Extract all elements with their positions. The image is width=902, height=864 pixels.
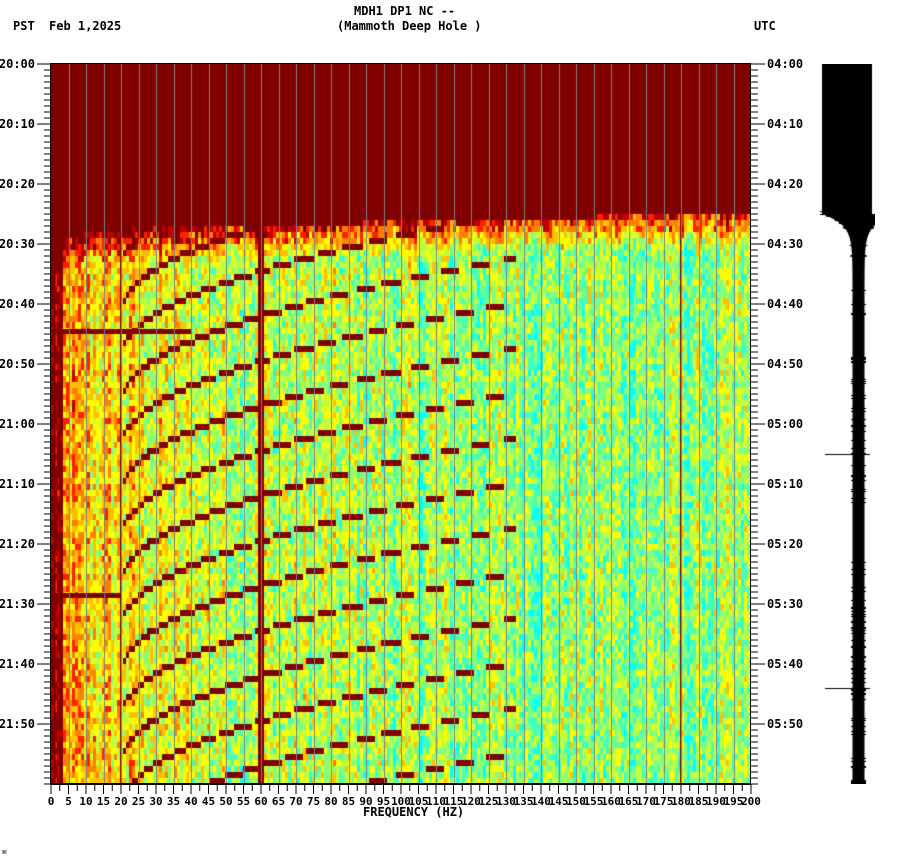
y-tick-right: 05:00 <box>767 417 803 431</box>
x-tick-label: 35 <box>167 795 180 808</box>
x-tick-label: 125 <box>479 795 499 808</box>
x-tick-label: 55 <box>237 795 250 808</box>
x-tick-label: 65 <box>272 795 285 808</box>
x-tick-label: 0 <box>48 795 55 808</box>
x-tick-label: 70 <box>289 795 302 808</box>
x-tick-label: 85 <box>342 795 355 808</box>
x-tick-label: 135 <box>514 795 534 808</box>
x-tick-label: 80 <box>324 795 337 808</box>
y-tick-right: 04:30 <box>767 237 803 251</box>
right-timezone-label: UTC <box>754 19 776 33</box>
y-tick-right: 04:20 <box>767 177 803 191</box>
y-tick-left: 20:10 <box>0 117 35 131</box>
y-tick-left: 21:50 <box>0 717 35 731</box>
x-tick-label: 140 <box>531 795 551 808</box>
x-tick-label: 25 <box>132 795 145 808</box>
x-tick-label: 15 <box>97 795 110 808</box>
y-tick-left: 20:00 <box>0 57 35 71</box>
x-tick-label: 155 <box>584 795 604 808</box>
y-tick-right: 04:10 <box>767 117 803 131</box>
x-tick-label: 150 <box>566 795 586 808</box>
x-tick-label: 110 <box>426 795 446 808</box>
x-tick-label: 10 <box>79 795 92 808</box>
x-tick-label: 5 <box>65 795 72 808</box>
x-axis-label: FREQUENCY (HZ) <box>363 805 465 819</box>
y-tick-right: 05:50 <box>767 717 803 731</box>
y-tick-right: 05:30 <box>767 597 803 611</box>
x-tick-label: 195 <box>724 795 744 808</box>
x-tick-label: 190 <box>706 795 726 808</box>
x-tick-label: 40 <box>184 795 197 808</box>
x-tick-label: 50 <box>219 795 232 808</box>
x-tick-label: 185 <box>689 795 709 808</box>
corner-mark: ⌘ <box>2 848 7 857</box>
x-tick-label: 60 <box>254 795 267 808</box>
y-tick-left: 21:20 <box>0 537 35 551</box>
y-tick-left: 21:10 <box>0 477 35 491</box>
y-tick-right: 04:00 <box>767 57 803 71</box>
y-tick-right: 04:40 <box>767 297 803 311</box>
x-tick-label: 130 <box>496 795 516 808</box>
y-tick-left: 20:20 <box>0 177 35 191</box>
station-title: MDH1 DP1 NC -- <box>354 4 456 18</box>
y-tick-left: 21:30 <box>0 597 35 611</box>
x-tick-label: 160 <box>601 795 621 808</box>
seismogram-trace <box>815 64 875 784</box>
x-tick-label: 115 <box>444 795 464 808</box>
x-tick-label: 105 <box>409 795 429 808</box>
y-tick-left: 21:00 <box>0 417 35 431</box>
y-tick-right: 05:20 <box>767 537 803 551</box>
x-tick-label: 165 <box>619 795 639 808</box>
x-tick-label: 20 <box>114 795 127 808</box>
y-tick-right: 05:40 <box>767 657 803 671</box>
y-tick-right: 05:10 <box>767 477 803 491</box>
x-tick-label: 200 <box>741 795 761 808</box>
y-tick-right: 04:50 <box>767 357 803 371</box>
x-tick-label: 75 <box>307 795 320 808</box>
date-label: Feb 1,2025 <box>49 19 122 33</box>
x-tick-label: 170 <box>636 795 656 808</box>
x-tick-label: 120 <box>461 795 481 808</box>
spectrogram-plot <box>51 64 751 784</box>
x-tick-label: 90 <box>359 795 372 808</box>
x-tick-label: 45 <box>202 795 215 808</box>
x-tick-label: 145 <box>549 795 569 808</box>
x-tick-label: 180 <box>671 795 691 808</box>
plot-frame <box>50 63 751 784</box>
x-tick-label: 100 <box>391 795 411 808</box>
x-tick-label: 95 <box>377 795 390 808</box>
left-timezone-label: PST <box>13 19 35 33</box>
x-tick-label: 175 <box>654 795 674 808</box>
y-tick-left: 20:30 <box>0 237 35 251</box>
y-tick-left: 20:40 <box>0 297 35 311</box>
y-tick-left: 20:50 <box>0 357 35 371</box>
location-title: (Mammoth Deep Hole ) <box>337 19 482 33</box>
x-tick-label: 30 <box>149 795 162 808</box>
y-tick-left: 21:40 <box>0 657 35 671</box>
